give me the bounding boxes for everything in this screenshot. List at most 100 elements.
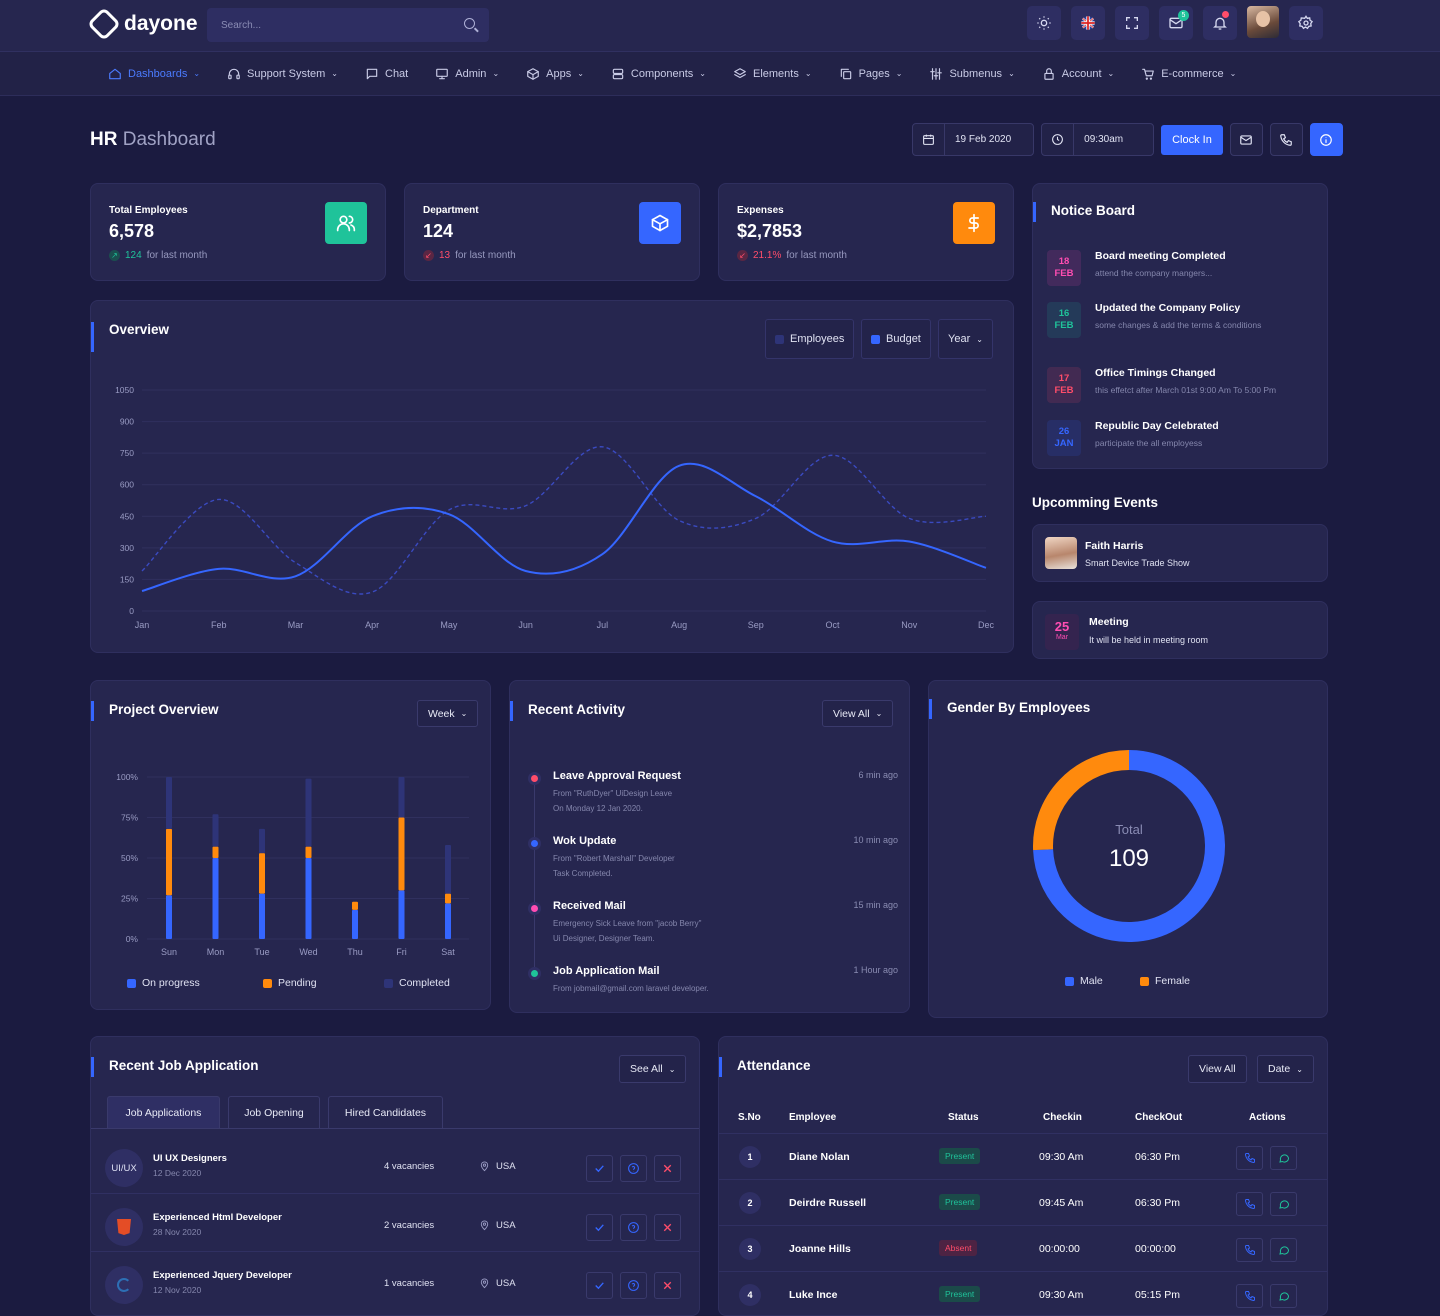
- legend-item[interactable]: Pending: [263, 977, 317, 989]
- mail-button[interactable]: 5: [1159, 6, 1193, 40]
- help-button[interactable]: [620, 1155, 647, 1182]
- call-button[interactable]: [1236, 1192, 1263, 1216]
- header-call-button[interactable]: [1270, 123, 1303, 156]
- fullscreen-button[interactable]: [1115, 6, 1149, 40]
- reject-button[interactable]: [654, 1214, 681, 1241]
- activity-item[interactable]: Received Mail Emergency Sick Leave from …: [528, 900, 898, 950]
- user-avatar[interactable]: [1247, 6, 1279, 38]
- nav-item-dashboards[interactable]: Dashboards⌄: [108, 67, 200, 81]
- bar-pending: [352, 902, 358, 910]
- activity-dot: [528, 967, 541, 980]
- search-icon[interactable]: [464, 18, 475, 29]
- legend-item[interactable]: Male: [1065, 975, 1103, 987]
- activity-item[interactable]: Wok Update From "Robert Marshall" Develo…: [528, 835, 898, 885]
- employee-name: Joanne Hills: [789, 1243, 851, 1255]
- call-button[interactable]: [1236, 1238, 1263, 1262]
- date-value: 19 Feb 2020: [945, 134, 1033, 145]
- y-tick-label: 300: [120, 543, 134, 553]
- nav-item-apps[interactable]: Apps⌄: [526, 67, 584, 81]
- nav-item-e-commerce[interactable]: E-commerce⌄: [1141, 67, 1236, 81]
- date-picker[interactable]: 19 Feb 2020: [912, 123, 1034, 156]
- fullscreen-icon: [1124, 15, 1140, 31]
- activity-view-all-button[interactable]: View All⌄: [822, 700, 893, 727]
- approve-button[interactable]: [586, 1214, 613, 1241]
- nav-item-chat[interactable]: Chat: [365, 67, 408, 81]
- col-header-sno: S.No: [738, 1112, 761, 1123]
- call-button[interactable]: [1236, 1146, 1263, 1170]
- nav-item-components[interactable]: Components⌄: [611, 67, 706, 81]
- legend-item[interactable]: On progress: [127, 977, 200, 989]
- reject-button[interactable]: [654, 1155, 681, 1182]
- tab-hired-candidates[interactable]: Hired Candidates: [328, 1096, 443, 1129]
- stat-icon-box: [639, 202, 681, 244]
- nav-item-account[interactable]: Account⌄: [1042, 67, 1114, 81]
- reject-button[interactable]: [654, 1272, 681, 1299]
- header-mail-button[interactable]: [1230, 123, 1263, 156]
- help-button[interactable]: [620, 1272, 647, 1299]
- header-info-button[interactable]: [1310, 123, 1343, 156]
- call-button[interactable]: [1236, 1284, 1263, 1308]
- x-tick-label: Jun: [518, 620, 533, 630]
- logo[interactable]: dayone: [92, 12, 198, 36]
- notice-sub: attend the company mangers...: [1095, 268, 1212, 278]
- job-row: Experienced Html Developer 28 Nov 2020 2…: [91, 1193, 699, 1251]
- events-title: Upcomming Events: [1032, 495, 1158, 510]
- nav-item-label: Components: [631, 68, 693, 80]
- activity-time: 6 min ago: [858, 770, 898, 780]
- search-input[interactable]: [207, 8, 489, 42]
- clock-in-button[interactable]: Clock In: [1161, 125, 1223, 155]
- job-title[interactable]: UI UX Designers: [153, 1153, 227, 1164]
- job-application-card: Recent Job Application See All⌄ Job Appl…: [90, 1036, 700, 1316]
- event-card[interactable]: 25 Mar Meeting It will be held in meetin…: [1032, 601, 1328, 659]
- job-title[interactable]: Experienced Html Developer: [153, 1212, 282, 1223]
- chevron-down-icon: ⌄: [1296, 1065, 1303, 1074]
- tab-job-opening[interactable]: Job Opening: [228, 1096, 320, 1129]
- notice-title: Office Timings Changed: [1095, 367, 1216, 379]
- message-button[interactable]: [1270, 1192, 1297, 1216]
- database-icon: [611, 67, 625, 81]
- checkin-time: 09:45 Am: [1039, 1197, 1083, 1209]
- notice-title: Board meeting Completed: [1095, 250, 1226, 262]
- activity-item[interactable]: Job Application Mail From jobmail@gmail.…: [528, 965, 898, 1015]
- nav-item-admin[interactable]: Admin⌄: [435, 67, 499, 81]
- language-button[interactable]: [1071, 6, 1105, 40]
- help-button[interactable]: [620, 1214, 647, 1241]
- x-tick-label: Sep: [748, 620, 764, 630]
- message-button[interactable]: [1270, 1284, 1297, 1308]
- settings-button[interactable]: [1289, 6, 1323, 40]
- job-date: 28 Nov 2020: [153, 1227, 201, 1237]
- attendance-date-select[interactable]: Date⌄: [1257, 1055, 1314, 1083]
- nav-item-support-system[interactable]: Support System⌄: [227, 67, 338, 81]
- nav-item-submenus[interactable]: Submenus⌄: [929, 67, 1014, 81]
- jobs-see-all-button[interactable]: See All⌄: [619, 1055, 686, 1083]
- uk-flag-icon: [1080, 15, 1096, 31]
- theme-toggle-button[interactable]: [1027, 6, 1061, 40]
- message-button[interactable]: [1270, 1146, 1297, 1170]
- checkin-time: 09:30 Am: [1039, 1151, 1083, 1163]
- activity-item[interactable]: Leave Approval Request From "RuthDyer" U…: [528, 770, 898, 820]
- message-button[interactable]: [1270, 1238, 1297, 1262]
- chat-bubble-icon: [1278, 1198, 1290, 1210]
- event-card[interactable]: Faith Harris Smart Device Trade Show: [1032, 524, 1328, 582]
- job-vacancies: 4 vacancies: [384, 1161, 434, 1172]
- nav-item-elements[interactable]: Elements⌄: [733, 67, 812, 81]
- attendance-view-all-button[interactable]: View All: [1188, 1055, 1247, 1083]
- tab-job-applications[interactable]: Job Applications: [107, 1096, 220, 1129]
- approve-button[interactable]: [586, 1155, 613, 1182]
- approve-button[interactable]: [586, 1272, 613, 1299]
- nav-item-pages[interactable]: Pages⌄: [839, 67, 903, 81]
- lock-icon: [1042, 67, 1056, 81]
- time-picker[interactable]: 09:30am: [1041, 123, 1154, 156]
- legend-item[interactable]: Female: [1140, 975, 1190, 987]
- legend-item[interactable]: Completed: [384, 977, 450, 989]
- table-row: 1 Diane Nolan Present 09:30 Am 06:30 Pm: [719, 1133, 1327, 1179]
- job-title[interactable]: Experienced Jquery Developer: [153, 1270, 292, 1281]
- notifications-button[interactable]: [1203, 6, 1237, 40]
- check-icon: [593, 1221, 606, 1234]
- notice-board-title: Notice Board: [1051, 203, 1135, 218]
